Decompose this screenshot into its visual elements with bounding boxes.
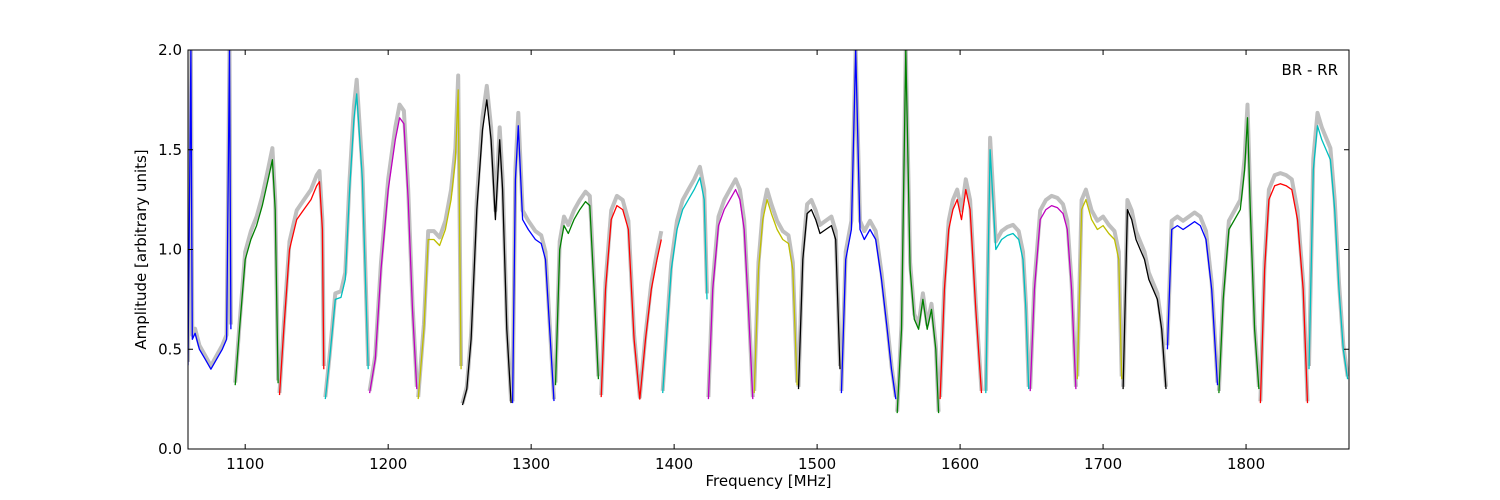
x-tick-label: 1300 bbox=[512, 455, 550, 473]
subband-line-4 bbox=[324, 93, 369, 400]
y-axis-label: Amplitude [arbitrary units] bbox=[132, 149, 150, 349]
x-tick-label: 1400 bbox=[655, 455, 693, 473]
envelope-line-22 bbox=[1165, 210, 1220, 383]
subband-line-17 bbox=[939, 188, 983, 400]
panel-label: BR - RR bbox=[1281, 61, 1338, 79]
subband-line-6 bbox=[417, 89, 462, 400]
envelope-line-21 bbox=[1121, 198, 1168, 387]
x-tick-label: 1700 bbox=[1084, 455, 1122, 473]
series-layer bbox=[188, 50, 1349, 414]
subband-line-20 bbox=[1076, 198, 1123, 380]
envelope-line-3 bbox=[277, 169, 326, 394]
x-axis-label: Frequency [MHz] bbox=[705, 472, 831, 490]
subband-line-2 bbox=[234, 159, 279, 386]
subband-line-11 bbox=[662, 177, 708, 394]
y-tick-label: 2.0 bbox=[158, 41, 182, 59]
envelope-line-2 bbox=[233, 146, 281, 383]
envelope-line-19 bbox=[1028, 193, 1078, 389]
subband-line-8 bbox=[511, 125, 555, 404]
subband-line-19 bbox=[1029, 204, 1077, 392]
envelope-line-24 bbox=[1258, 171, 1310, 402]
subband-line-10 bbox=[600, 204, 662, 400]
y-tick-label: 1.0 bbox=[158, 241, 182, 259]
subband-line-5 bbox=[368, 117, 418, 394]
subband-line-1 bbox=[188, 50, 232, 370]
envelope-line-23 bbox=[1216, 102, 1261, 391]
subband-line-12 bbox=[707, 188, 754, 400]
subband-line-3 bbox=[278, 181, 325, 396]
subband-line-15 bbox=[840, 50, 897, 400]
ticks-layer: 1100 1200 1300 1400 1500 1600 1700 1800 0.0 0.5 1.… bbox=[158, 41, 1349, 473]
y-tick-label: 0.5 bbox=[158, 340, 182, 358]
subband-line-25 bbox=[1308, 125, 1349, 380]
envelope-line-17 bbox=[938, 177, 984, 398]
envelope-line-15 bbox=[839, 50, 898, 398]
subband-line-24 bbox=[1259, 183, 1309, 404]
envelope-line-11 bbox=[660, 164, 709, 392]
envelope-line-9 bbox=[553, 189, 601, 383]
plot-frame bbox=[187, 49, 1350, 450]
envelope-line-12 bbox=[706, 177, 755, 398]
envelope-line-8 bbox=[510, 110, 556, 402]
subband-line-14 bbox=[797, 208, 841, 390]
subband-line-7 bbox=[461, 99, 512, 406]
subband-line-21 bbox=[1122, 208, 1167, 390]
envelope-line-6 bbox=[416, 73, 464, 398]
subband-line-13 bbox=[753, 198, 798, 394]
envelope-line-20 bbox=[1075, 187, 1124, 377]
x-tick-label: 1800 bbox=[1227, 455, 1265, 473]
background-envelope-layer bbox=[188, 50, 1349, 412]
x-tick-label: 1500 bbox=[798, 455, 836, 473]
x-tick-label: 1600 bbox=[941, 455, 979, 473]
subband-line-18 bbox=[985, 149, 1030, 394]
envelope-line-14 bbox=[796, 198, 842, 387]
subband-line-16 bbox=[896, 50, 940, 414]
x-tick-label: 1100 bbox=[226, 455, 264, 473]
subband-line-22 bbox=[1166, 220, 1219, 386]
envelope-line-1 bbox=[188, 50, 233, 368]
subband-line-23 bbox=[1218, 117, 1260, 394]
x-tick-label: 1200 bbox=[369, 455, 407, 473]
y-tick-label: 1.5 bbox=[158, 141, 182, 159]
subband-line-9 bbox=[554, 200, 600, 386]
envelope-line-13 bbox=[752, 187, 800, 391]
y-tick-label: 0.0 bbox=[158, 440, 182, 458]
